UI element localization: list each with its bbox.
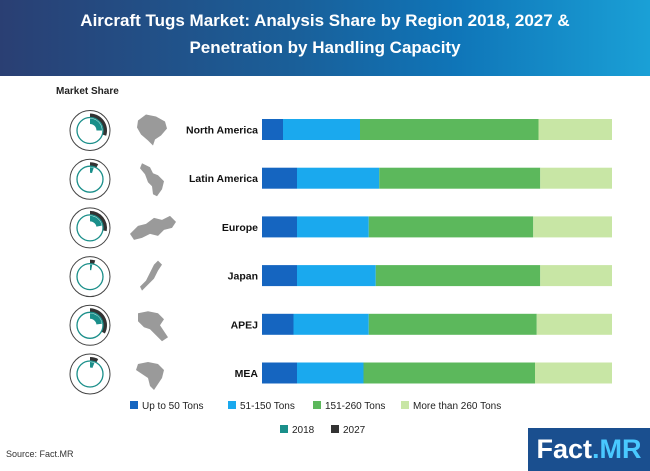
region-label-europe: Europe [222,222,258,234]
region-label-north-america: North America [186,125,258,137]
region-map-shape-apej [138,311,168,342]
region-label-mea: MEA [235,368,259,380]
bar-north-america-51-150-tons [283,119,360,140]
region-map-shape-latin-america [140,163,164,197]
legend-label-51-150-tons: 51-150 Tons [240,401,295,412]
bar-apej-up-to-50-tons [262,313,294,335]
logo-main: Fact [536,434,593,464]
region-label-latin-america: Latin America [189,173,258,185]
region-map-shape-north-america [137,114,167,146]
bar-japan-more-than-260-tons [540,265,612,287]
market-share-label: Market Share [56,86,119,97]
bar-europe-more-than-260-tons [533,216,612,238]
bar-latin-america-151-260-tons [379,167,541,189]
bar-europe-up-to-50-tons [262,216,297,238]
bar-north-america-up-to-50-tons [262,119,283,140]
donut-hole-europe [83,221,97,235]
bar-north-america-more-than-260-tons [538,119,612,140]
legend-label-up-to-50-tons: Up to 50 Tons [142,401,204,412]
legend-label-year-2018: 2018 [292,425,315,436]
bar-north-america-151-260-tons [360,119,539,140]
bar-japan-up-to-50-tons [262,265,297,287]
legend-swatch-51-150-tons [228,401,236,409]
region-label-apej: APEJ [231,319,259,331]
title-banner: Aircraft Tugs Market: Analysis Share by … [0,0,650,76]
donut-hole-north-america [83,124,97,137]
bar-mea-151-260-tons [363,362,535,384]
bar-apej-more-than-260-tons [536,313,612,335]
source-note: Source: Fact.MR [6,449,74,459]
region-map-latin-america [140,163,164,197]
bar-europe-151-260-tons [368,216,534,238]
legend-swatch-up-to-50-tons [130,401,138,409]
bar-latin-america-up-to-50-tons [262,167,297,189]
legend-label-151-260-tons: 151-260 Tons [325,401,385,412]
bar-latin-america-more-than-260-tons [540,167,612,189]
legend-swatch-151-260-tons [313,401,321,409]
region-map-mea [136,362,164,390]
region-map-shape-europe [130,215,176,240]
donut-hole-mea [83,367,97,381]
legend-swatch-year-2027 [331,425,339,433]
bar-mea-up-to-50-tons [262,362,297,384]
chart-title-line-1: Aircraft Tugs Market: Analysis Share by … [80,11,570,30]
bar-europe-51-150-tons [297,216,369,238]
bar-latin-america-51-150-tons [297,167,380,189]
legend-label-more-than-260-tons: More than 260 Tons [413,401,501,412]
region-label-japan: Japan [228,271,258,283]
legend-label-year-2027: 2027 [343,425,366,436]
bar-apej-51-150-tons [293,313,369,335]
donut-hole-latin-america [83,172,97,186]
bar-japan-51-150-tons [297,265,376,287]
region-map-shape-japan [140,260,162,291]
bar-mea-51-150-tons [297,362,364,384]
donut-hole-japan [83,270,97,284]
bar-japan-151-260-tons [375,265,541,287]
factmr-logo: Fact.MR [528,428,650,471]
region-map-europe [130,215,176,240]
chart-title-line-2: Penetration by Handling Capacity [189,38,461,57]
region-map-apej [138,311,168,342]
legend-swatch-year-2018 [280,425,288,433]
region-map-north-america [137,114,167,146]
region-map-japan [140,260,162,291]
bar-apej-151-260-tons [368,313,537,335]
logo-accent: .MR [592,434,642,464]
legend-swatch-more-than-260-tons [401,401,409,409]
donut-hole-apej [83,318,97,332]
bar-mea-more-than-260-tons [535,362,612,384]
region-map-shape-mea [136,362,164,390]
